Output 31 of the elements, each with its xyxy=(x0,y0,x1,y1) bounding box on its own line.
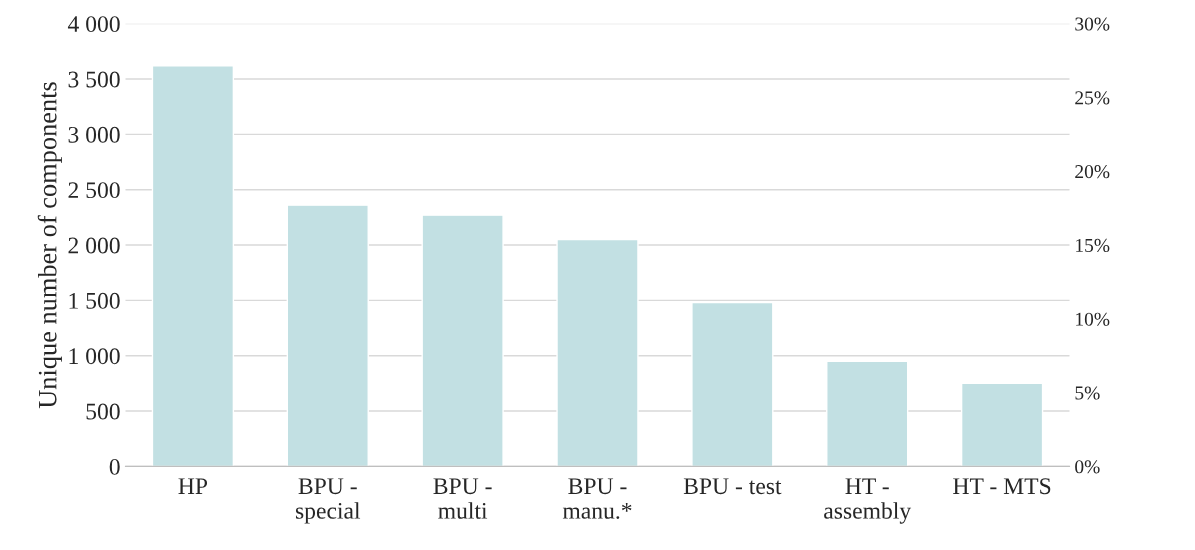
bar xyxy=(421,214,504,467)
y2-tick-label: 25% xyxy=(1075,91,1110,105)
y-tick-label: 1 000 xyxy=(69,348,120,365)
bar xyxy=(691,301,774,467)
y-axis-title: Unique number of components xyxy=(37,82,62,409)
y2-tick-label: 10% xyxy=(1076,312,1110,326)
y2-tick-label: 5% xyxy=(1075,386,1100,400)
bar xyxy=(826,360,909,467)
y-tick-label: 4 000 xyxy=(67,16,120,33)
y2-tick-label: 15% xyxy=(1076,238,1110,253)
x-tick-label: HT - assembly xyxy=(824,478,912,524)
bar xyxy=(151,65,235,467)
x-tick-label: BPU - test xyxy=(683,478,782,495)
bar xyxy=(286,204,369,467)
y-tick-label: 0 xyxy=(109,458,120,475)
bar xyxy=(960,382,1044,467)
y2-tick-label: 30% xyxy=(1075,17,1110,31)
bar xyxy=(556,238,639,467)
y-tick-label: 1 500 xyxy=(69,292,120,309)
x-tick-label: BPU - manu.* xyxy=(562,478,632,519)
y-tick-label: 3 000 xyxy=(68,126,120,143)
y-tick-label: 3 500 xyxy=(68,71,120,88)
x-tick-label: HT - MTS xyxy=(953,478,1051,495)
y-tick-label: 2 500 xyxy=(68,182,120,199)
y-tick-label: 500 xyxy=(86,403,120,420)
x-tick-label: BPU - multi xyxy=(433,478,492,519)
x-tick-label: HP xyxy=(178,478,208,494)
x-tick-label: BPU - special xyxy=(295,478,361,524)
y2-tick-label: 20% xyxy=(1075,165,1110,179)
y-tick-label: 2 000 xyxy=(68,237,120,254)
y2-tick-label: 0% xyxy=(1075,460,1100,474)
